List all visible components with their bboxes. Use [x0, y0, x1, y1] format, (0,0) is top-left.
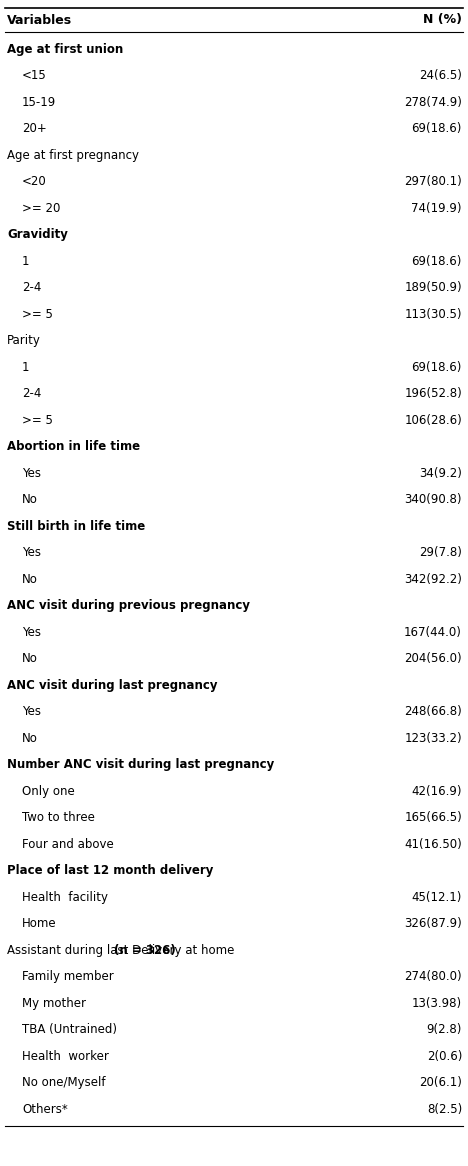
Text: 113(30.5): 113(30.5) — [404, 308, 462, 321]
Text: No: No — [22, 573, 38, 585]
Text: 248(66.8): 248(66.8) — [404, 705, 462, 718]
Text: 45(12.1): 45(12.1) — [412, 891, 462, 904]
Text: ANC visit during previous pregnancy: ANC visit during previous pregnancy — [7, 599, 250, 612]
Text: >= 5: >= 5 — [22, 308, 53, 321]
Text: <15: <15 — [22, 69, 47, 83]
Text: >= 5: >= 5 — [22, 414, 53, 427]
Text: 297(80.1): 297(80.1) — [404, 175, 462, 188]
Text: Health  facility: Health facility — [22, 891, 108, 904]
Text: 24(6.5): 24(6.5) — [419, 69, 462, 83]
Text: 340(90.8): 340(90.8) — [404, 493, 462, 506]
Text: 20+: 20+ — [22, 122, 47, 135]
Text: Family member: Family member — [22, 970, 114, 983]
Text: No: No — [22, 652, 38, 666]
Text: Health  worker: Health worker — [22, 1049, 109, 1062]
Text: Abortion in life time: Abortion in life time — [7, 441, 140, 454]
Text: 74(19.9): 74(19.9) — [411, 202, 462, 215]
Text: 1: 1 — [22, 360, 29, 374]
Text: Variables: Variables — [7, 14, 72, 27]
Text: Parity: Parity — [7, 335, 41, 347]
Text: 8(2.5): 8(2.5) — [427, 1103, 462, 1116]
Text: 69(18.6): 69(18.6) — [412, 254, 462, 268]
Text: 13(3.98): 13(3.98) — [412, 997, 462, 1010]
Text: <20: <20 — [22, 175, 47, 188]
Text: 189(50.9): 189(50.9) — [404, 281, 462, 294]
Text: Place of last 12 month delivery: Place of last 12 month delivery — [7, 864, 213, 877]
Text: Yes: Yes — [22, 626, 41, 639]
Text: 165(66.5): 165(66.5) — [404, 812, 462, 824]
Text: 274(80.0): 274(80.0) — [404, 970, 462, 983]
Text: Assistant during last Delivery at home: Assistant during last Delivery at home — [7, 943, 238, 957]
Text: No: No — [22, 732, 38, 745]
Text: No: No — [22, 493, 38, 506]
Text: 69(18.6): 69(18.6) — [412, 360, 462, 374]
Text: Still birth in life time: Still birth in life time — [7, 520, 145, 533]
Text: 20(6.1): 20(6.1) — [419, 1076, 462, 1089]
Text: 15-19: 15-19 — [22, 96, 56, 108]
Text: 1: 1 — [22, 254, 29, 268]
Text: 196(52.8): 196(52.8) — [404, 387, 462, 400]
Text: Four and above: Four and above — [22, 837, 114, 851]
Text: 2-4: 2-4 — [22, 387, 41, 400]
Text: Age at first union: Age at first union — [7, 43, 123, 56]
Text: Two to three: Two to three — [22, 812, 95, 824]
Text: 342(92.2): 342(92.2) — [404, 573, 462, 585]
Text: Yes: Yes — [22, 466, 41, 479]
Text: 42(16.9): 42(16.9) — [411, 785, 462, 798]
Text: 106(28.6): 106(28.6) — [404, 414, 462, 427]
Text: 2-4: 2-4 — [22, 281, 41, 294]
Text: 278(74.9): 278(74.9) — [404, 96, 462, 108]
Text: Age at first pregnancy: Age at first pregnancy — [7, 149, 139, 162]
Text: 9(2.8): 9(2.8) — [427, 1024, 462, 1037]
Text: Yes: Yes — [22, 705, 41, 718]
Text: My mother: My mother — [22, 997, 86, 1010]
Text: ANC visit during last pregnancy: ANC visit during last pregnancy — [7, 679, 218, 691]
Text: N (%): N (%) — [423, 14, 462, 27]
Text: 167(44.0): 167(44.0) — [404, 626, 462, 639]
Text: Number ANC visit during last pregnancy: Number ANC visit during last pregnancy — [7, 758, 274, 771]
Text: Others*: Others* — [22, 1103, 68, 1116]
Text: 34(9.2): 34(9.2) — [419, 466, 462, 479]
Text: 123(33.2): 123(33.2) — [404, 732, 462, 745]
Text: 29(7.8): 29(7.8) — [419, 546, 462, 560]
Text: No one/Myself: No one/Myself — [22, 1076, 105, 1089]
Text: Yes: Yes — [22, 546, 41, 560]
Text: 69(18.6): 69(18.6) — [412, 122, 462, 135]
Text: 2(0.6): 2(0.6) — [427, 1049, 462, 1062]
Text: Home: Home — [22, 918, 57, 930]
Text: 204(56.0): 204(56.0) — [404, 652, 462, 666]
Text: (n = 326): (n = 326) — [114, 943, 176, 957]
Text: >= 20: >= 20 — [22, 202, 60, 215]
Text: 41(16.50): 41(16.50) — [404, 837, 462, 851]
Text: Only one: Only one — [22, 785, 75, 798]
Text: 326(87.9): 326(87.9) — [404, 918, 462, 930]
Text: Gravidity: Gravidity — [7, 229, 68, 241]
Text: TBA (Untrained): TBA (Untrained) — [22, 1024, 117, 1037]
